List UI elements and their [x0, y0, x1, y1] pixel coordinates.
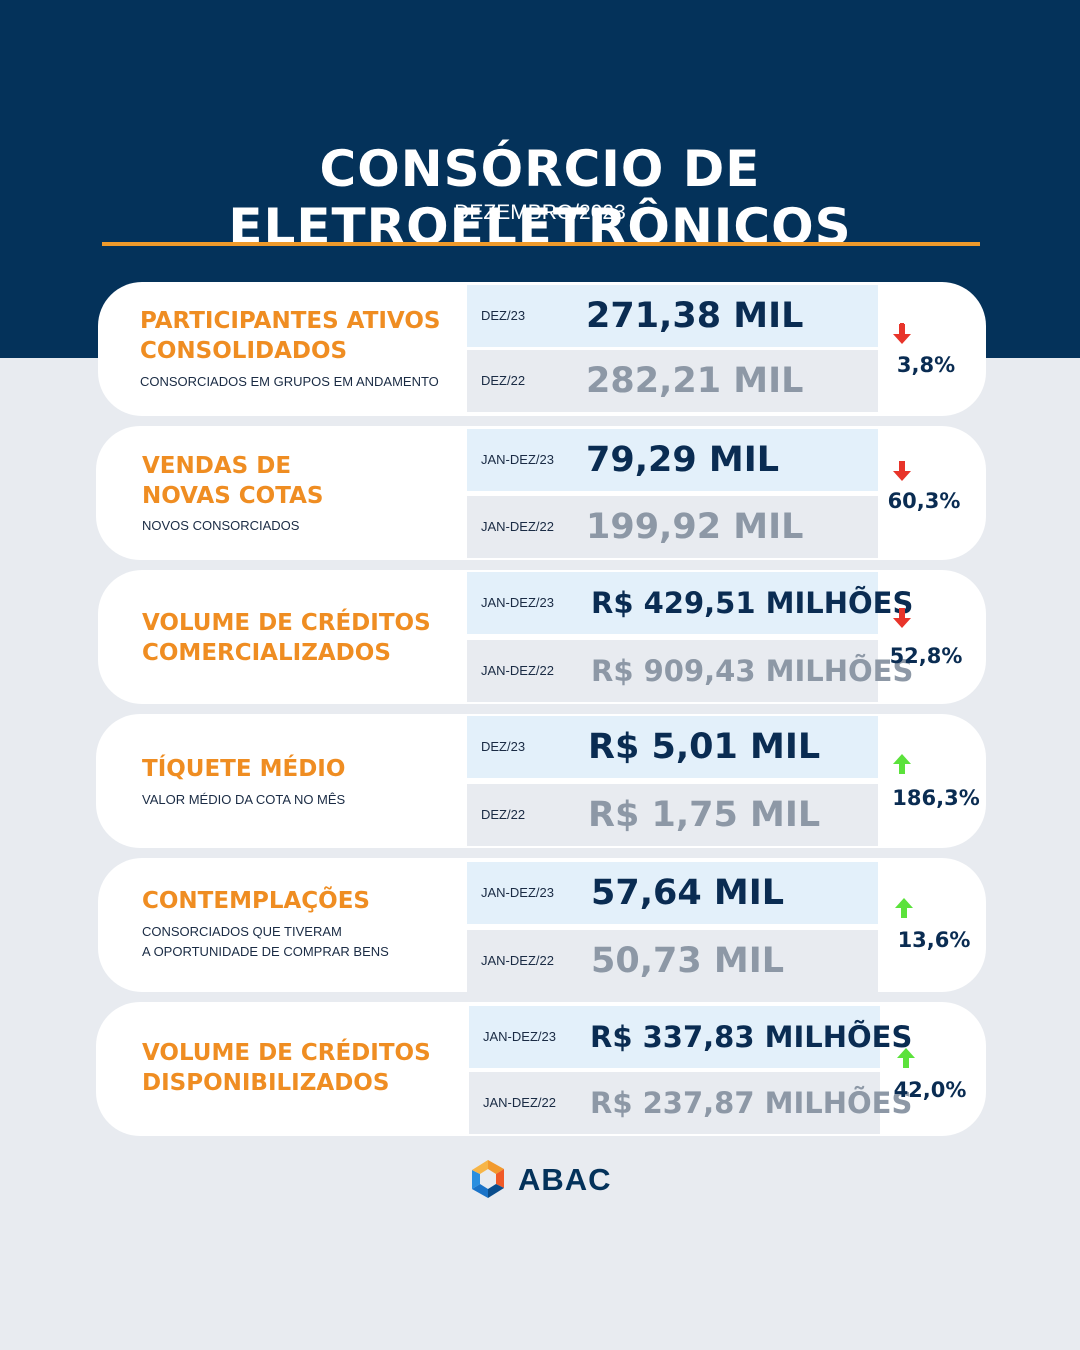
metric-label: VENDAS DE NOVAS COTAS: [142, 451, 324, 511]
change-percent: 52,8%: [876, 644, 976, 668]
metric-description: NOVOS CONSORCIADOS: [142, 516, 299, 536]
current-value-cell: DEZ/23 R$ 5,01 MIL: [467, 716, 878, 778]
previous-value: R$ 909,43 MILHÕES: [591, 640, 913, 702]
current-period: JAN-DEZ/23: [483, 1006, 556, 1068]
arrow-up-icon: [890, 752, 914, 776]
abac-logo-icon: [466, 1158, 510, 1202]
change-percent: 60,3%: [874, 489, 974, 513]
metric-card-creditos-disponibilizados: VOLUME DE CRÉDITOS DISPONIBILIZADOS JAN-…: [96, 1002, 986, 1136]
current-value-cell: JAN-DEZ/23 R$ 429,51 MILHÕES: [467, 572, 878, 634]
previous-period: JAN-DEZ/22: [483, 1072, 556, 1134]
metric-label-line1: PARTICIPANTES ATIVOS: [140, 306, 440, 336]
metric-desc-line1: CONSORCIADOS QUE TIVERAM: [142, 922, 389, 942]
previous-value: R$ 237,87 MILHÕES: [590, 1072, 912, 1134]
previous-value: 282,21 MIL: [586, 350, 803, 412]
arrow-up-icon: [892, 896, 916, 920]
metric-desc-line2: A OPORTUNIDADE DE COMPRAR BENS: [142, 942, 389, 962]
current-value: R$ 5,01 MIL: [588, 716, 820, 778]
previous-value-cell: JAN-DEZ/22 199,92 MIL: [467, 496, 878, 558]
previous-value: 199,92 MIL: [586, 496, 803, 558]
metric-desc-line1: VALOR MÉDIO DA COTA NO MÊS: [142, 790, 345, 810]
metric-label-line1: CONTEMPLAÇÕES: [142, 886, 370, 916]
metric-label-line1: VOLUME DE CRÉDITOS: [142, 1038, 431, 1068]
current-value-cell: JAN-DEZ/23 57,64 MIL: [467, 862, 878, 924]
current-period: JAN-DEZ/23: [481, 862, 554, 924]
arrow-down-icon: [890, 606, 914, 630]
previous-period: DEZ/22: [481, 784, 525, 846]
abac-logo-text: ABAC: [518, 1162, 612, 1198]
current-value: 271,38 MIL: [586, 285, 803, 347]
metric-label: VOLUME DE CRÉDITOS COMERCIALIZADOS: [142, 608, 431, 668]
current-value: R$ 337,83 MILHÕES: [590, 1006, 912, 1068]
current-value: 57,64 MIL: [591, 862, 784, 924]
arrow-up-icon: [894, 1046, 918, 1070]
previous-value-cell: JAN-DEZ/22 R$ 909,43 MILHÕES: [467, 640, 878, 702]
abac-logo: ABAC: [466, 1158, 616, 1204]
metric-desc-line1: NOVOS CONSORCIADOS: [142, 516, 299, 536]
page-subtitle: DEZEMBRO/2023: [0, 201, 1080, 225]
metric-card-contemplacoes: CONTEMPLAÇÕES CONSORCIADOS QUE TIVERAM A…: [98, 858, 986, 992]
metric-label-line1: VOLUME DE CRÉDITOS: [142, 608, 431, 638]
metric-desc-line1: CONSORCIADOS EM GRUPOS EM ANDAMENTO: [140, 372, 439, 392]
current-value-cell: JAN-DEZ/23 R$ 337,83 MILHÕES: [469, 1006, 880, 1068]
change-percent: 13,6%: [884, 928, 984, 952]
previous-value-cell: JAN-DEZ/22 R$ 237,87 MILHÕES: [469, 1072, 880, 1134]
current-period: DEZ/23: [481, 716, 525, 778]
previous-value-cell: DEZ/22 282,21 MIL: [467, 350, 878, 412]
metric-label-line2: CONSOLIDADOS: [140, 336, 440, 366]
metric-label-line1: VENDAS DE: [142, 451, 324, 481]
current-period: DEZ/23: [481, 285, 525, 347]
previous-period: JAN-DEZ/22: [481, 640, 554, 702]
previous-value-cell: JAN-DEZ/22 50,73 MIL: [467, 930, 878, 992]
current-value-cell: DEZ/23 271,38 MIL: [467, 285, 878, 347]
metric-label: TÍQUETE MÉDIO: [142, 754, 345, 784]
arrow-down-icon: [890, 459, 914, 483]
metric-card-vendas: VENDAS DE NOVAS COTAS NOVOS CONSORCIADOS…: [96, 426, 986, 560]
metric-card-tiquete-medio: TÍQUETE MÉDIO VALOR MÉDIO DA COTA NO MÊS…: [96, 714, 986, 848]
metric-label-line1: TÍQUETE MÉDIO: [142, 754, 345, 784]
metric-label: VOLUME DE CRÉDITOS DISPONIBILIZADOS: [142, 1038, 431, 1098]
page-title: CONSÓRCIO DE ELETROELETRÔNICOS: [0, 140, 1080, 256]
current-period: JAN-DEZ/23: [481, 572, 554, 634]
previous-value-cell: DEZ/22 R$ 1,75 MIL: [467, 784, 878, 846]
metric-description: CONSORCIADOS QUE TIVERAM A OPORTUNIDADE …: [142, 922, 389, 962]
current-period: JAN-DEZ/23: [481, 429, 554, 491]
previous-period: JAN-DEZ/22: [481, 496, 554, 558]
previous-period: JAN-DEZ/22: [481, 930, 554, 992]
previous-value: 50,73 MIL: [591, 930, 784, 992]
metric-card-participantes: PARTICIPANTES ATIVOS CONSOLIDADOS CONSOR…: [98, 282, 986, 416]
metric-label: CONTEMPLAÇÕES: [142, 886, 370, 916]
metric-label-line2: DISPONIBILIZADOS: [142, 1068, 431, 1098]
change-percent: 3,8%: [876, 353, 976, 377]
current-value-cell: JAN-DEZ/23 79,29 MIL: [467, 429, 878, 491]
current-value: 79,29 MIL: [586, 429, 779, 491]
change-percent: 186,3%: [886, 786, 986, 810]
previous-value: R$ 1,75 MIL: [588, 784, 820, 846]
metric-label: PARTICIPANTES ATIVOS CONSOLIDADOS: [140, 306, 440, 366]
metric-card-creditos-comercializados: VOLUME DE CRÉDITOS COMERCIALIZADOS JAN-D…: [98, 570, 986, 704]
previous-period: DEZ/22: [481, 350, 525, 412]
title-divider: [102, 242, 980, 246]
metric-label-line2: COMERCIALIZADOS: [142, 638, 431, 668]
change-percent: 42,0%: [880, 1078, 980, 1102]
current-value: R$ 429,51 MILHÕES: [591, 572, 913, 634]
metric-description: CONSORCIADOS EM GRUPOS EM ANDAMENTO: [140, 372, 439, 392]
arrow-down-icon: [890, 322, 914, 346]
metric-description: VALOR MÉDIO DA COTA NO MÊS: [142, 790, 345, 810]
metric-label-line2: NOVAS COTAS: [142, 481, 324, 511]
